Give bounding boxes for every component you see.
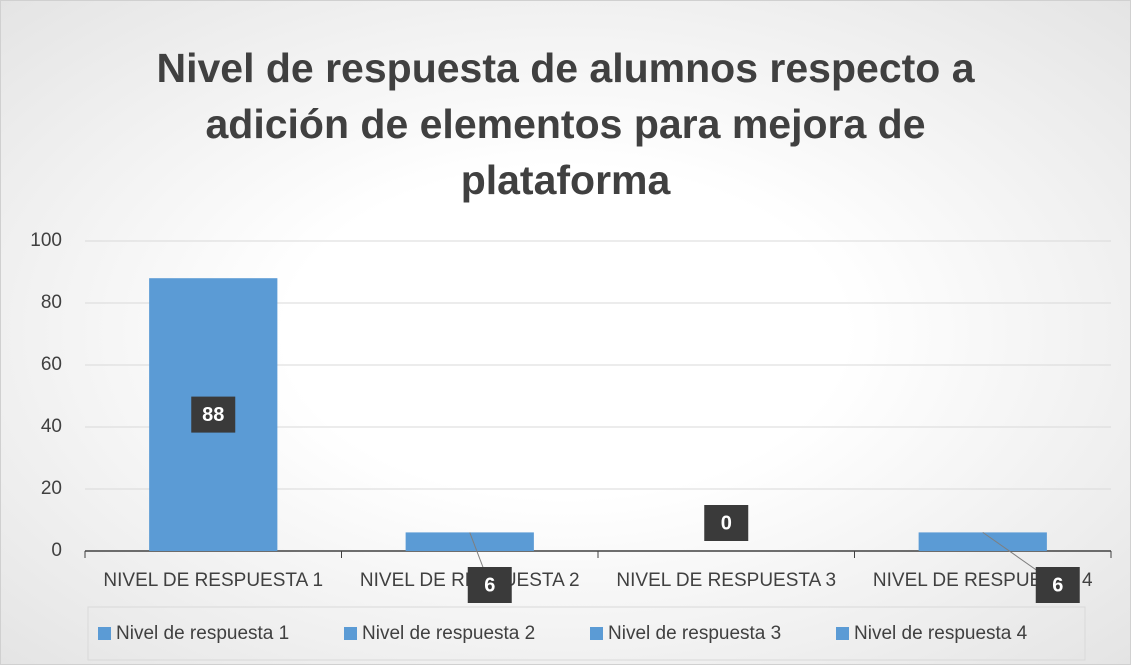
y-tick-label: 100	[30, 230, 62, 251]
y-tick-label: 0	[51, 540, 62, 561]
data-label-box	[467, 567, 512, 603]
bar	[405, 532, 534, 551]
x-tick-label: NIVEL DE RESPUESTA 1	[103, 570, 323, 591]
legend-label: Nivel de respuesta 3	[608, 623, 781, 644]
data-label-box	[1035, 567, 1080, 603]
legend-swatch	[98, 627, 111, 640]
y-tick-label: 80	[41, 292, 62, 313]
legend-label: Nivel de respuesta 2	[362, 623, 535, 644]
y-tick-label: 40	[41, 416, 62, 437]
chart-title: Nivel de respuesta de alumnos respecto a…	[156, 45, 975, 203]
x-tick-label: NIVEL DE RESPUESTA 3	[616, 570, 836, 591]
legend-swatch	[836, 627, 849, 640]
data-label-box	[191, 396, 236, 433]
data-label: 88	[202, 404, 224, 426]
legend-box	[87, 606, 1086, 661]
legend-swatch	[590, 627, 603, 640]
legend-label: Nivel de respuesta 4	[854, 623, 1028, 644]
y-tick-label: 60	[41, 354, 62, 375]
bar	[918, 532, 1047, 551]
data-label: 6	[1052, 574, 1063, 596]
y-tick-label: 20	[41, 478, 62, 499]
data-label: 0	[721, 512, 732, 534]
data-label-box	[704, 505, 749, 541]
data-label: 6	[484, 574, 495, 596]
legend-label: Nivel de respuesta 1	[116, 623, 289, 644]
legend-swatch	[344, 627, 357, 640]
